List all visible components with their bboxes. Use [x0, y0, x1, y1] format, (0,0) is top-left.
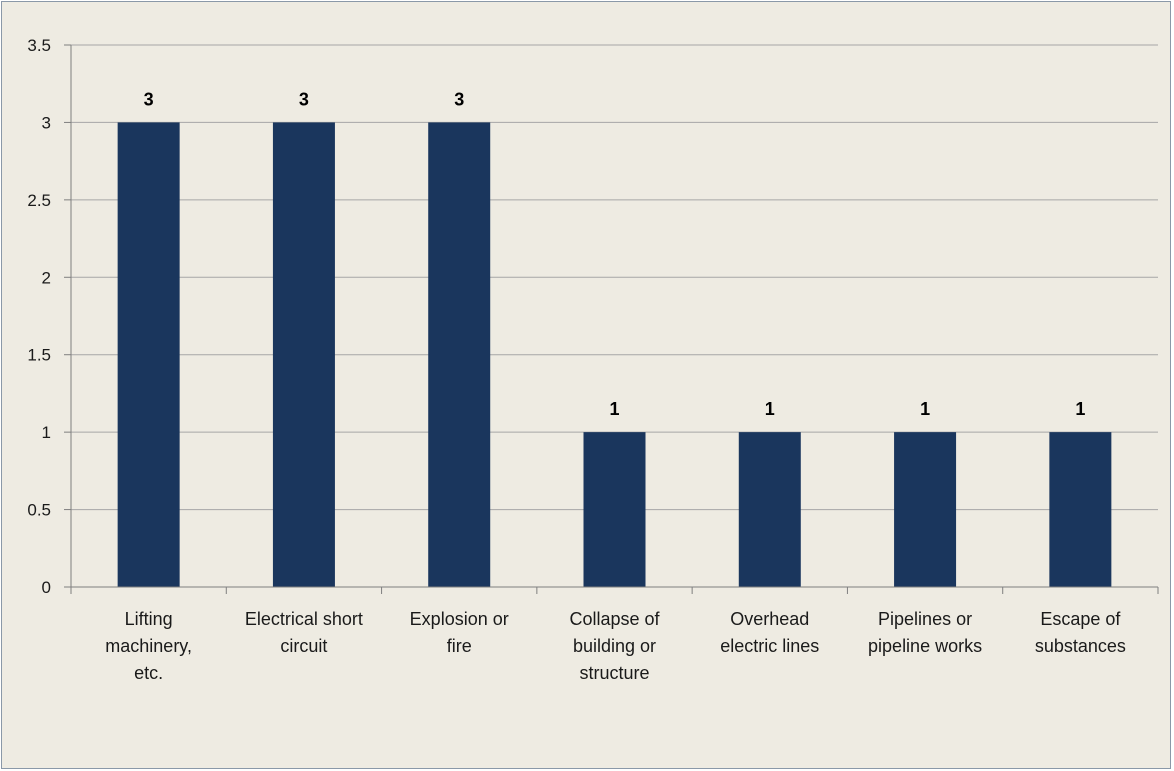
y-tick-label: 1.5	[27, 346, 51, 365]
data-label: 1	[609, 399, 619, 419]
y-tick-label: 0.5	[27, 501, 51, 520]
y-tick-label: 3.5	[27, 36, 51, 55]
bar	[272, 122, 335, 587]
x-category-label: Overhead	[730, 609, 809, 629]
bar	[428, 122, 491, 587]
bar	[583, 432, 646, 587]
bar	[1049, 432, 1112, 587]
y-tick-label: 3	[42, 113, 51, 132]
x-category-label: electric lines	[720, 636, 819, 656]
x-category-label: pipeline works	[868, 636, 982, 656]
x-category-label: etc.	[134, 663, 163, 683]
data-label: 1	[1075, 399, 1085, 419]
data-label: 3	[144, 89, 154, 109]
x-category-label: fire	[447, 636, 472, 656]
x-category-label: Escape of	[1040, 609, 1121, 629]
y-tick-label: 2.5	[27, 191, 51, 210]
x-category-label: Pipelines or	[878, 609, 972, 629]
x-category-label: building or	[573, 636, 656, 656]
y-tick-label: 0	[42, 578, 51, 597]
x-category-label: machinery,	[105, 636, 192, 656]
x-category-label: Collapse of	[569, 609, 660, 629]
x-category-label: substances	[1035, 636, 1126, 656]
bar	[117, 122, 180, 587]
y-tick-label: 2	[42, 268, 51, 287]
x-category-label: Electrical short	[245, 609, 363, 629]
x-category-label: Explosion or	[410, 609, 509, 629]
bar	[738, 432, 801, 587]
data-label: 3	[299, 89, 309, 109]
bar	[894, 432, 957, 587]
x-category-label: structure	[579, 663, 649, 683]
data-label: 3	[454, 89, 464, 109]
y-tick-label: 1	[42, 423, 51, 442]
data-label: 1	[920, 399, 930, 419]
data-label: 1	[765, 399, 775, 419]
x-category-label: Lifting	[125, 609, 173, 629]
x-category-label: circuit	[280, 636, 327, 656]
